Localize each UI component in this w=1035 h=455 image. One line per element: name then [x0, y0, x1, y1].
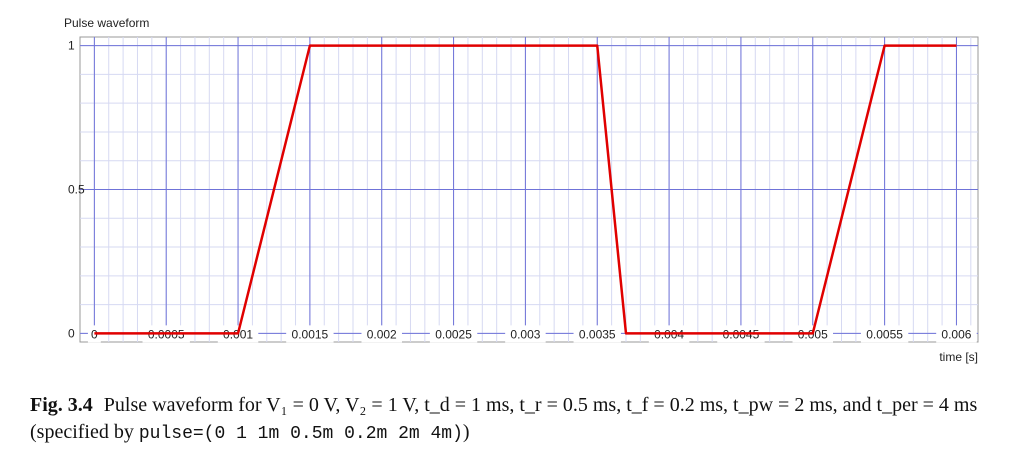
- x-tick-label-bg: [860, 325, 909, 343]
- x-tick-label-bg: [286, 325, 334, 343]
- x-tick-label-bg: [936, 325, 977, 343]
- y-tick-label: 1: [68, 39, 75, 53]
- caption-tail: ): [462, 421, 470, 443]
- y-tick-label: 0: [68, 326, 75, 340]
- x-tick-label: 0.0055: [866, 327, 903, 341]
- x-tick-label: 0.0025: [435, 327, 472, 341]
- caption-lead: Fig. 3.4: [30, 394, 93, 416]
- caption-text: Pulse waveform for V₁ = 0 V, V₂ = 1 V, t…: [30, 394, 978, 443]
- x-tick-label-bg: [505, 325, 546, 343]
- x-tick-label: 0.002: [367, 327, 397, 341]
- y-axis: 00.51: [68, 39, 85, 341]
- x-tick-label-bg: [429, 325, 478, 343]
- x-tick-label: 0.0015: [292, 327, 329, 341]
- series-layer: [94, 44, 957, 335]
- x-tick-label-bg: [361, 325, 402, 343]
- x-tick-label-bg: [573, 325, 621, 343]
- figure-caption: Fig. 3.4 Pulse waveform for V₁ = 0 V, V₂…: [30, 392, 1020, 448]
- x-tick-label-bg: [87, 325, 101, 343]
- series-line: [94, 44, 957, 335]
- x-tick-label: 0.0035: [579, 327, 616, 341]
- chart-title: Pulse waveform: [64, 16, 149, 30]
- y-tick-label: 0.5: [68, 183, 85, 197]
- x-tick-label: 0.006: [941, 327, 971, 341]
- x-tick-label: 0.003: [510, 327, 540, 341]
- x-axis-label: time [s]: [939, 350, 978, 364]
- x-axis: 0 0.0005 0.001 0.0015 0.002 0.0025 0.003 0.0035…: [87, 325, 977, 343]
- pulse-chart: Pulse waveform 00.51 0 0.0005 0.001 0.0015 0…: [64, 16, 979, 364]
- caption-code: pulse=(0 1 1m 0.5m 0.2m 2m 4m): [138, 424, 463, 444]
